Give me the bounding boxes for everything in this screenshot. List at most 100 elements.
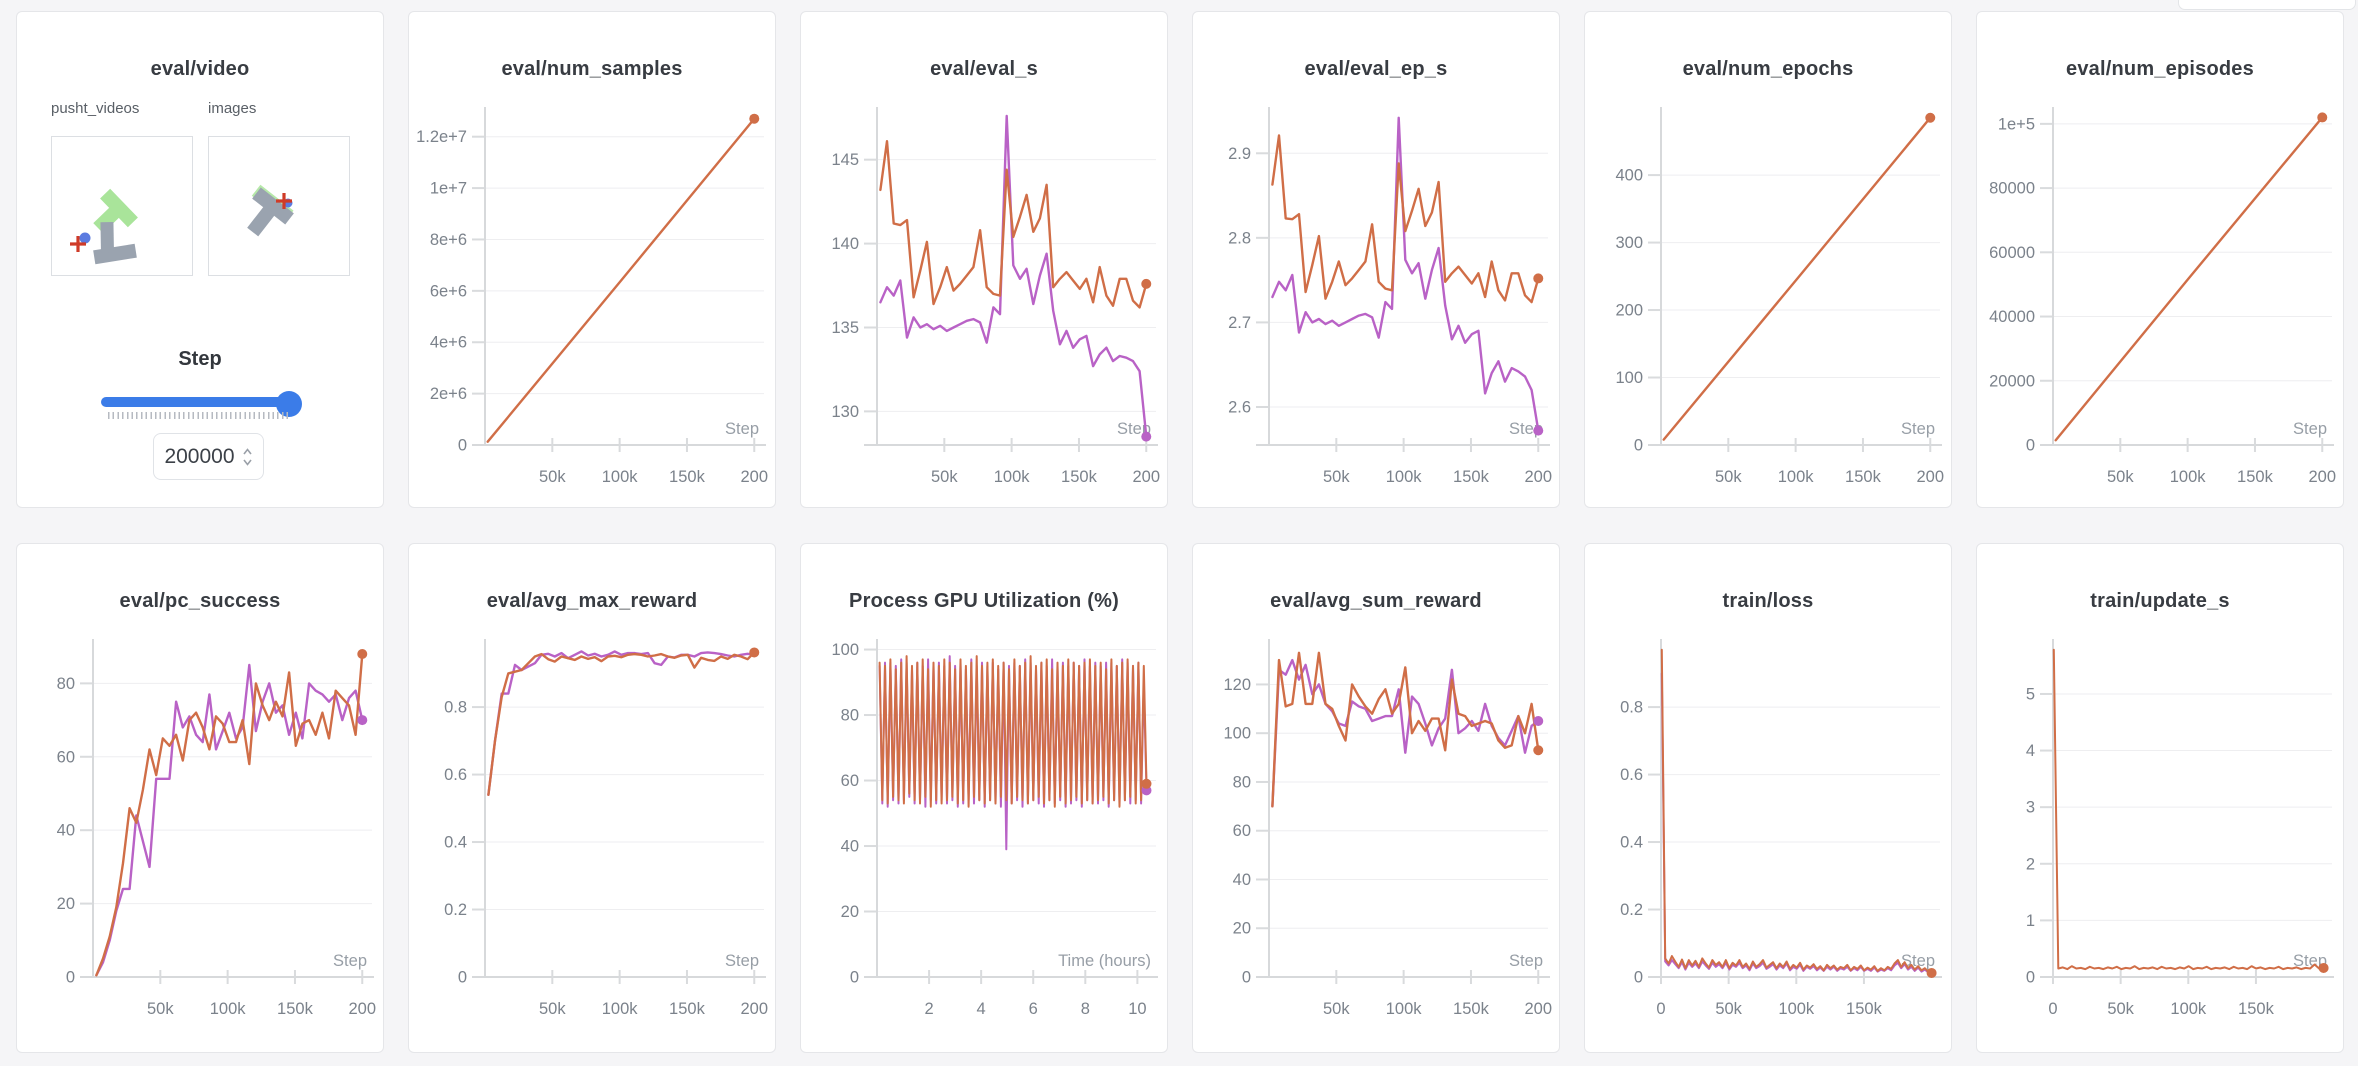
- svg-text:2.7: 2.7: [1228, 314, 1251, 332]
- svg-text:150k: 150k: [669, 468, 706, 486]
- svg-text:2.8: 2.8: [1228, 229, 1251, 247]
- panel-eval-num-samples: eval/num_samples 0 2e+6 4e+6 6e+6 8e+6 1e+7 1.…: [408, 11, 776, 508]
- thumbnail-label-images: images: [208, 100, 257, 117]
- panel-eval-pc-success: eval/pc_success 0 20 40 60 80 50k 100k 150k 200 S…: [16, 543, 384, 1053]
- svg-text:200: 200: [741, 468, 769, 486]
- x-axis: 50k 100k 150k 200: [931, 438, 1160, 486]
- x-axis-title: Step: [1509, 952, 1543, 970]
- x-axis: 50k 100k 150k 200: [147, 970, 376, 1018]
- chart-canvas-train-update-s[interactable]: 0 1 2 3 4 5 0 50k 100k 150k Step: [1977, 635, 2344, 1035]
- x-axis-title: Step: [2293, 952, 2327, 970]
- svg-text:0: 0: [2026, 437, 2035, 455]
- svg-text:0.2: 0.2: [444, 901, 467, 919]
- panel-title: train/update_s: [2090, 590, 2230, 612]
- panel-title: eval/eval_s: [930, 58, 1038, 80]
- svg-text:0: 0: [2026, 969, 2035, 987]
- svg-text:2: 2: [2026, 855, 2035, 873]
- gray-t-shape: [93, 222, 137, 265]
- step-slider-label: Step: [178, 348, 222, 370]
- svg-text:2e+6: 2e+6: [430, 385, 467, 403]
- latest-point-dot: [1533, 745, 1544, 756]
- green-t-shape: [93, 188, 138, 234]
- series-orange: [95, 652, 364, 977]
- svg-text:100k: 100k: [602, 1000, 639, 1018]
- latest-point-dot: [2317, 112, 2328, 123]
- series-purple: [879, 114, 1148, 438]
- svg-text:40000: 40000: [1989, 308, 2035, 326]
- svg-text:135: 135: [831, 319, 859, 337]
- pusht-scene-image: [70, 188, 138, 265]
- latest-point-dot: [2318, 962, 2329, 973]
- x-axis-title: Step: [333, 952, 367, 970]
- svg-text:60000: 60000: [1989, 244, 2035, 262]
- chart-canvas-eval-pc-success[interactable]: 0 20 40 60 80 50k 100k 150k 200 Step: [17, 635, 384, 1035]
- svg-text:150k: 150k: [1453, 468, 1490, 486]
- latest-point-dot: [1141, 778, 1152, 789]
- number-spinner-icon[interactable]: [242, 445, 253, 469]
- y-axis: 0 20 40 60 80: [57, 675, 94, 987]
- svg-text:80: 80: [57, 675, 75, 693]
- pusht-video-thumbnail[interactable]: [51, 136, 193, 276]
- chart-canvas-eval-num-epochs[interactable]: 0 100 200 300 400 50k 100k 150k 200 Step: [1585, 103, 1952, 503]
- images-scene-image: [247, 184, 294, 237]
- latest-point-dot: [1141, 278, 1152, 289]
- panel-title: eval/num_episodes: [2066, 58, 2254, 80]
- step-slider-ticks: [108, 412, 289, 419]
- svg-text:150k: 150k: [1846, 1000, 1883, 1018]
- svg-text:0.8: 0.8: [1620, 699, 1643, 717]
- svg-text:10: 10: [1128, 1000, 1146, 1018]
- chart-canvas-eval-avg-max-reward[interactable]: 0 0.2 0.4 0.6 0.8 50k 100k 150k 200 Step: [409, 635, 776, 1035]
- y-axis: 0 20 40 60 80 100: [831, 641, 878, 987]
- chart-canvas-gpu-utilization[interactable]: 0 20 40 60 80 100 2 4 6 8 10 Time (hours): [801, 635, 1168, 1035]
- agent-dot: [79, 232, 91, 244]
- svg-text:4: 4: [2026, 742, 2035, 760]
- gridlines: [485, 706, 764, 978]
- panel-train-update-s: train/update_s 0 1 2 3 4 5 0 50k 100k 150k Step: [1976, 543, 2344, 1053]
- partial-top-button[interactable]: [2178, 0, 2356, 10]
- svg-text:150k: 150k: [2237, 468, 2274, 486]
- svg-text:50k: 50k: [2107, 468, 2134, 486]
- svg-text:20: 20: [1233, 920, 1251, 938]
- svg-text:8e+6: 8e+6: [430, 231, 467, 249]
- latest-point-dot: [1533, 425, 1544, 436]
- svg-text:200: 200: [2309, 468, 2337, 486]
- svg-text:150k: 150k: [1453, 1000, 1490, 1018]
- step-value-input[interactable]: 200000: [153, 433, 264, 480]
- latest-point-dot: [1141, 431, 1152, 442]
- svg-text:50k: 50k: [147, 1000, 174, 1018]
- series-orange: [2052, 648, 2325, 971]
- step-slider-track[interactable]: [101, 397, 296, 407]
- panel-eval-num-episodes: eval/num_episodes 0 20000 40000 60000 80000 1…: [1976, 11, 2344, 508]
- x-axis-title: Step: [2293, 420, 2327, 438]
- svg-text:100k: 100k: [2170, 468, 2207, 486]
- chart-canvas-eval-num-samples[interactable]: 0 2e+6 4e+6 6e+6 8e+6 1e+7 1.2e+7 50k 100k 150k 20…: [409, 103, 776, 503]
- images-thumbnail[interactable]: [208, 136, 350, 276]
- svg-text:200: 200: [741, 1000, 769, 1018]
- panel-title: eval/eval_ep_s: [1304, 58, 1448, 80]
- x-axis: 0 50k 100k 150k: [2048, 970, 2275, 1018]
- svg-text:40: 40: [1233, 871, 1251, 889]
- svg-text:0: 0: [66, 969, 75, 987]
- svg-text:50k: 50k: [1323, 468, 1350, 486]
- svg-text:1e+7: 1e+7: [430, 180, 467, 198]
- panel-title: eval/num_samples: [501, 58, 683, 80]
- gridlines: [2053, 123, 2332, 446]
- svg-text:6: 6: [1029, 1000, 1038, 1018]
- svg-text:200: 200: [1917, 468, 1945, 486]
- chart-canvas-eval-num-episodes[interactable]: 0 20000 40000 60000 80000 1e+5 50k 100k 150k 200 S…: [1977, 103, 2344, 503]
- svg-text:100k: 100k: [1386, 468, 1423, 486]
- svg-text:100k: 100k: [1386, 1000, 1423, 1018]
- svg-text:20: 20: [841, 903, 859, 921]
- series-purple: [1271, 116, 1540, 432]
- svg-text:0: 0: [1656, 1000, 1665, 1018]
- latest-point-dot: [1925, 112, 1936, 123]
- chart-canvas-eval-avg-sum-reward[interactable]: 0 20 40 60 80 100 120 50k 100k 150k 200 Step: [1193, 635, 1560, 1035]
- x-axis: 2 4 6 8 10: [924, 970, 1147, 1018]
- svg-text:400: 400: [1615, 167, 1643, 185]
- svg-text:50k: 50k: [539, 468, 566, 486]
- gridlines: [485, 136, 764, 446]
